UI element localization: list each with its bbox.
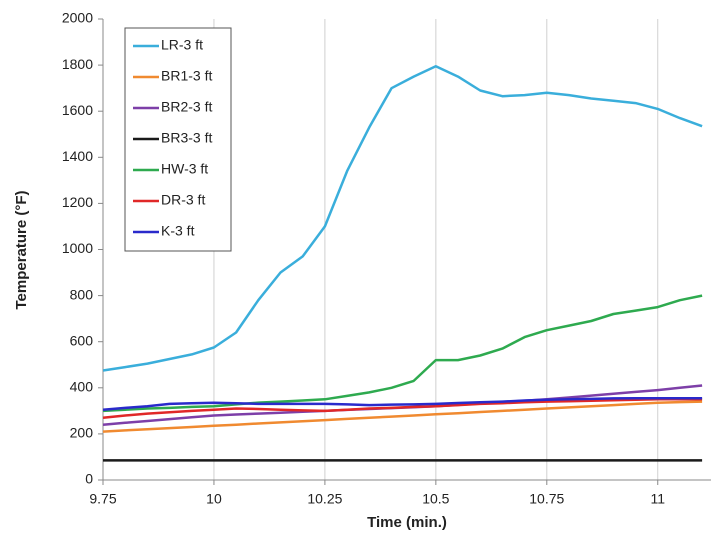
y-tick-label: 0 [85,471,93,487]
legend-label: HW-3 ft [161,161,208,177]
y-tick-label: 400 [70,379,94,395]
y-tick-label: 1000 [62,240,93,256]
x-tick-label: 11 [650,491,665,507]
y-tick-label: 1800 [62,56,93,72]
y-tick-label: 1200 [62,194,93,210]
y-tick-label: 800 [70,286,94,302]
y-tick-label: 1400 [62,148,93,164]
series-line [102,65,703,372]
series-line [102,294,703,413]
legend-label: LR-3 ft [161,37,203,53]
legend-label: K-3 ft [161,223,195,239]
x-tick-label: 10.25 [307,491,342,507]
x-tick-label: 10 [206,491,222,507]
y-tick-label: 2000 [62,10,93,26]
legend-label: DR-3 ft [161,192,205,208]
series-line [102,396,703,411]
x-tick-label: 10.5 [422,491,449,507]
legend-label: BR2-3 ft [161,99,212,115]
legend-label: BR3-3 ft [161,130,212,146]
y-tick-label: 200 [70,425,94,441]
series-line [102,398,703,420]
legend-label: BR1-3 ft [161,68,212,84]
x-axis-title: Time (min.) [367,514,447,531]
x-tick-label: 10.75 [529,491,564,507]
y-tick-label: 600 [70,332,94,348]
y-tick-label: 1600 [62,102,93,118]
y-axis-title: Temperature (°F) [13,190,30,309]
x-tick-label: 9.75 [89,491,116,507]
series-line [102,400,703,433]
